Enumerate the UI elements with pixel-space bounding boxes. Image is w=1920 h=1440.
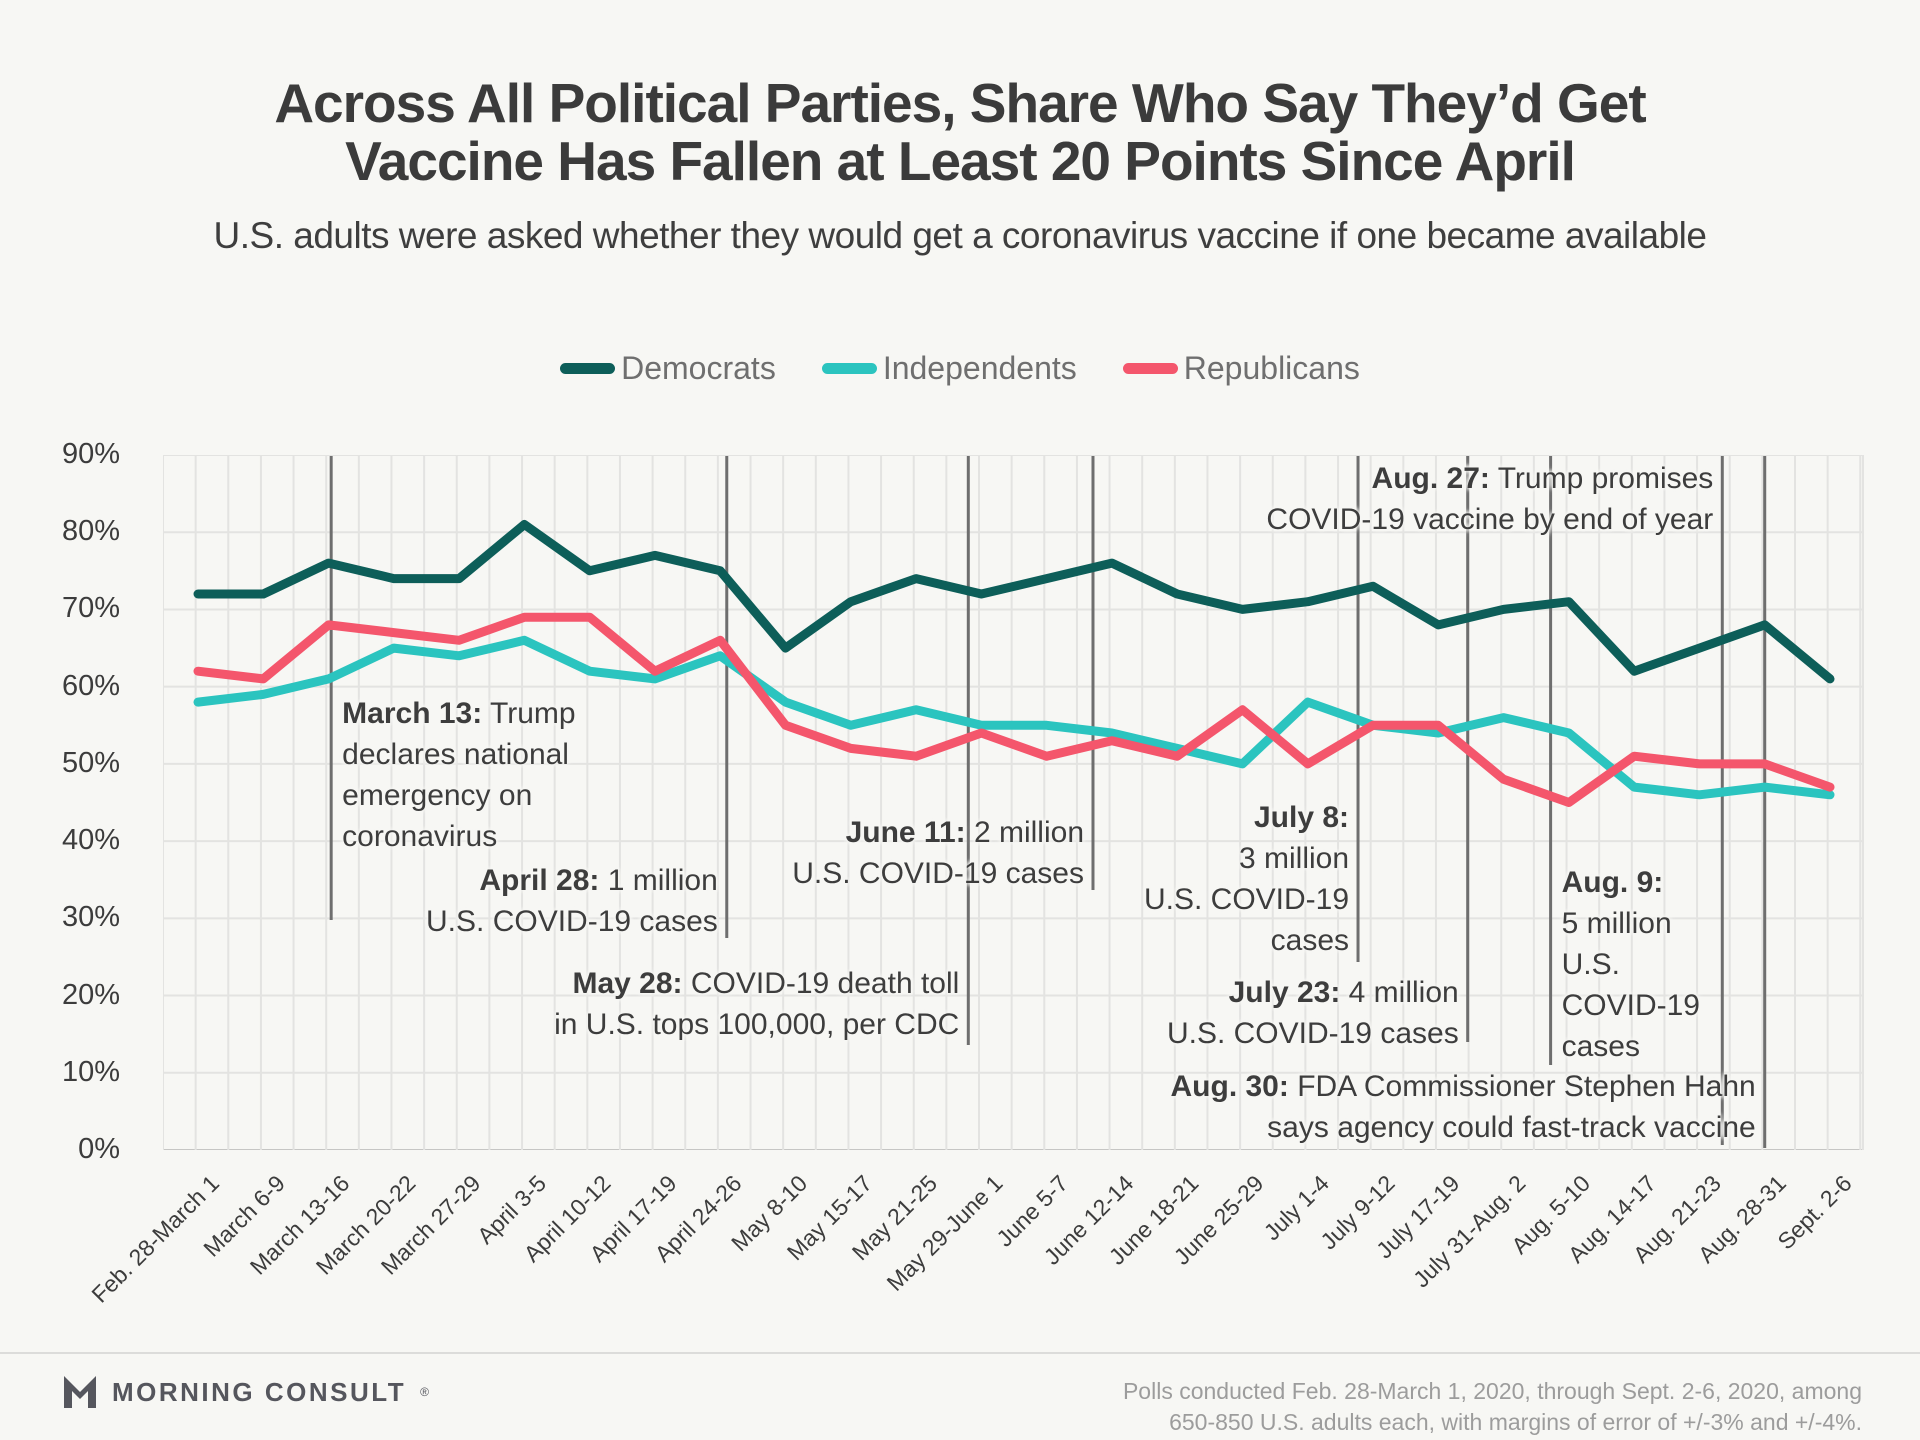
methodology-note-line2: 650-850 U.S. adults each, with margins o… bbox=[1169, 1409, 1862, 1435]
legend-label-republicans: Republicans bbox=[1183, 350, 1360, 386]
y-tick-label: 70% bbox=[61, 592, 120, 625]
y-tick-label: 0% bbox=[78, 1133, 120, 1165]
y-tick-label: 80% bbox=[61, 515, 120, 548]
y-tick-label: 60% bbox=[61, 669, 120, 702]
annotation-june-11: June 11: 2 million U.S. COVID-19 cases bbox=[792, 816, 1084, 890]
legend-item-republicans: Republicans bbox=[1122, 350, 1360, 387]
annotation-aug-30: Aug. 30: FDA Commissioner Stephen Hahn sa… bbox=[1170, 1070, 1756, 1144]
methodology-note-line1: Polls conducted Feb. 28-March 1, 2020, t… bbox=[1122, 1378, 1862, 1404]
morning-consult-m-icon bbox=[64, 1376, 96, 1408]
footer-divider bbox=[0, 1352, 1920, 1354]
plot-area bbox=[163, 455, 1864, 1150]
annotation-july-8: July 8: 3 million U.S. COVID-19 cases bbox=[1143, 801, 1350, 957]
page-title-line2: Vaccine Has Fallen at Least 20 Points Si… bbox=[345, 130, 1576, 192]
y-tick-label: 20% bbox=[61, 978, 120, 1011]
chart-legend: Democrats Independents Republicans bbox=[0, 350, 1920, 387]
y-tick-label: 90% bbox=[61, 438, 120, 470]
registered-trademark-symbol: ® bbox=[420, 1385, 429, 1399]
legend-label-democrats: Democrats bbox=[621, 350, 776, 386]
x-tick-label: May 29-June 1 bbox=[881, 1170, 1008, 1296]
methodology-note: Polls conducted Feb. 28-March 1, 2020, t… bbox=[1123, 1376, 1862, 1438]
annotation-may-28: May 28: COVID-19 death toll in U.S. tops … bbox=[554, 967, 960, 1041]
series-line-republicans bbox=[193, 612, 1835, 807]
y-tick-label: 50% bbox=[61, 746, 120, 779]
legend-label-independents: Independents bbox=[882, 350, 1077, 386]
legend-item-democrats: Democrats bbox=[560, 350, 776, 387]
brand-logo: MORNING CONSULT ® bbox=[62, 1374, 429, 1410]
annotation-aug-27: Aug. 27: Trump promises COVID-19 vaccine … bbox=[1266, 462, 1714, 536]
annotation-july-23: July 23: 4 million U.S. COVID-19 cases bbox=[1166, 976, 1459, 1050]
annotation-aug-9: Aug. 9: 5 million U.S. COVID-19 cases bbox=[1561, 866, 1700, 1063]
annotation-march-13: March 13: Trump declares national emergenc… bbox=[342, 697, 576, 853]
democrats-line-swatch bbox=[560, 363, 616, 374]
y-tick-label: 10% bbox=[61, 1055, 120, 1088]
chart-subtitle: U.S. adults were asked whether they woul… bbox=[213, 215, 1707, 256]
republicans-line-swatch bbox=[1122, 363, 1178, 374]
annotation-april-28: April 28: 1 million U.S. COVID-19 cases bbox=[426, 864, 718, 938]
y-tick-label: 30% bbox=[61, 901, 120, 934]
legend-item-independents: Independents bbox=[821, 350, 1077, 387]
series-line-democrats bbox=[193, 520, 1835, 684]
brand-name: MORNING CONSULT bbox=[112, 1376, 407, 1407]
page-title-line1: Across All Political Parties, Share Who … bbox=[274, 72, 1646, 134]
y-tick-label: 40% bbox=[61, 824, 120, 857]
page-title: Across All Political Parties, Share Who … bbox=[0, 74, 1920, 190]
independents-line-swatch bbox=[821, 363, 877, 374]
series-line-independents bbox=[193, 635, 1835, 800]
